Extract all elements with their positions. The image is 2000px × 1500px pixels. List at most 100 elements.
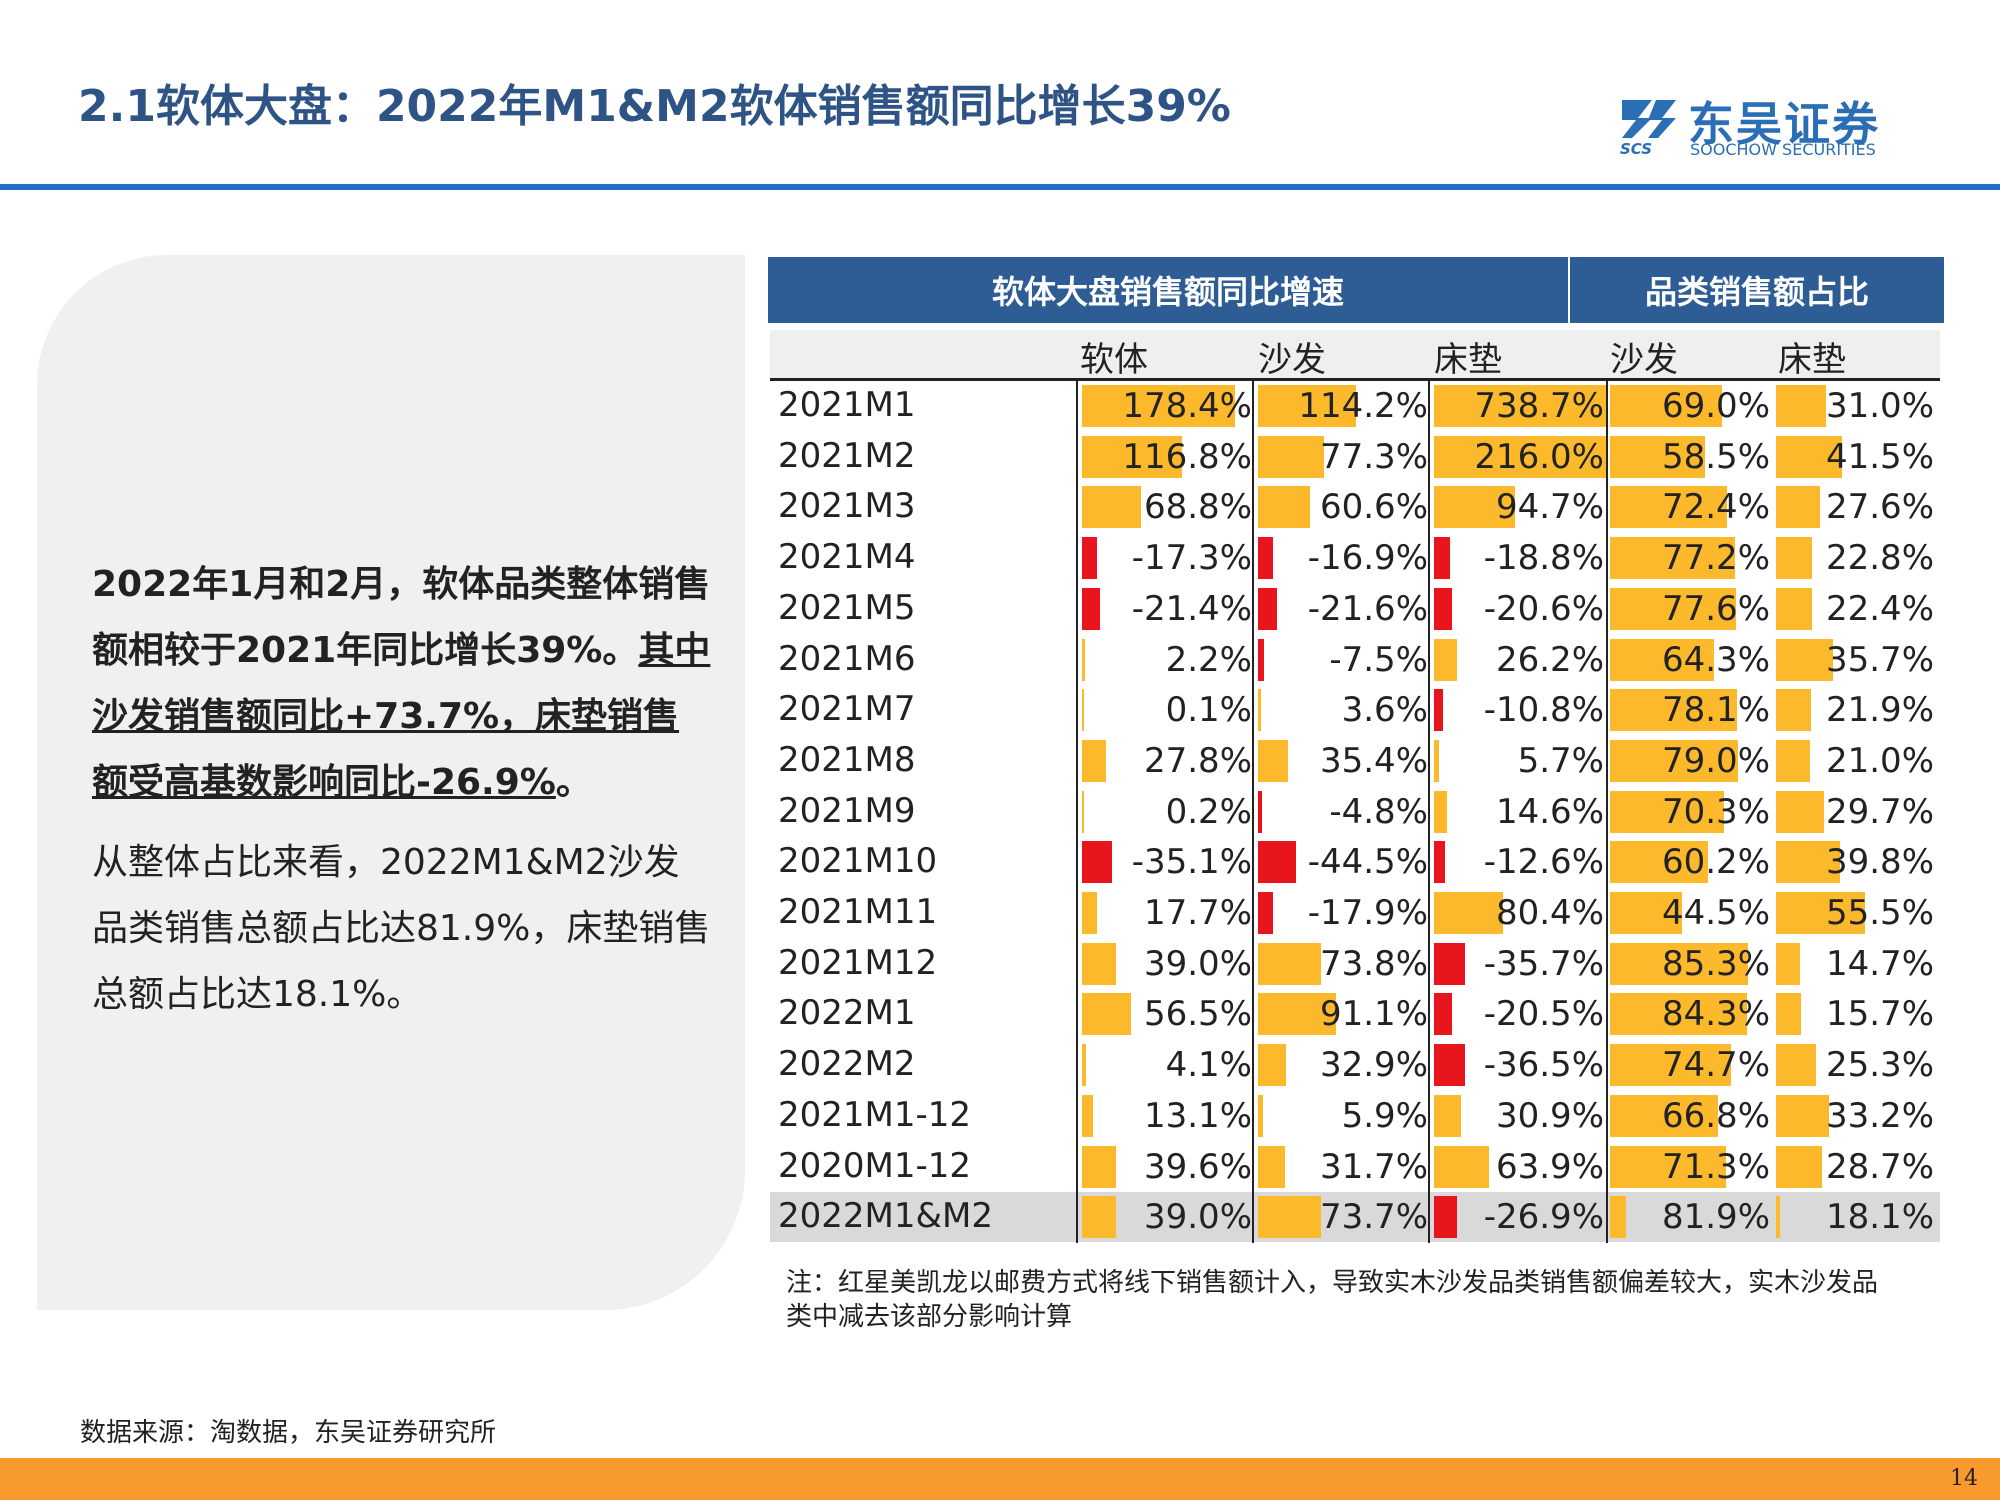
table-cell: 78.1% — [1610, 689, 1772, 732]
cell-value: 66.8% — [1661, 1095, 1770, 1136]
value-bar — [1776, 537, 1813, 580]
value-bar — [1610, 1196, 1626, 1239]
summary-panel — [37, 255, 745, 1310]
table-cell: -16.9% — [1258, 537, 1430, 580]
column-separator — [1606, 381, 1608, 1243]
value-bar — [1434, 739, 1439, 782]
cell-value: 216.0% — [1474, 436, 1604, 477]
value-bar — [1258, 993, 1337, 1036]
column-separator — [1252, 381, 1254, 1243]
value-bar — [1258, 790, 1263, 833]
cell-value: 27.8% — [1143, 740, 1252, 781]
value-bar — [1610, 790, 1724, 833]
company-logo: 东吴证券 SCS SOOCHOW SECURITIES — [1618, 88, 1898, 160]
table-cell: -20.5% — [1434, 993, 1606, 1036]
table-cell: 60.6% — [1258, 486, 1430, 529]
value-bar — [1082, 385, 1236, 427]
table-row: 2020M1-12 39.6% 31.7% 63.9% 71.3% 28.7% — [770, 1142, 1940, 1192]
table-row: 2021M8 27.8% 35.4% 5.7% 79.0% 21.0% — [770, 736, 1940, 786]
value-bar — [1776, 385, 1826, 427]
cell-value: -17.9% — [1307, 893, 1428, 933]
row-label: 2021M1-12 — [778, 1094, 972, 1135]
value-bar — [1082, 689, 1084, 732]
table-cell: 63.9% — [1434, 1145, 1606, 1188]
row-label: 2022M1&M2 — [778, 1196, 993, 1237]
value-bar — [1610, 638, 1715, 681]
value-bar — [1082, 1094, 1094, 1137]
cell-value: 68.8% — [1143, 487, 1252, 528]
cell-value: -20.5% — [1483, 994, 1604, 1035]
table-cell: 80.4% — [1434, 892, 1606, 934]
table-cell: -12.6% — [1434, 841, 1606, 884]
table-cell: 68.8% — [1082, 486, 1254, 529]
cell-value: 74.7% — [1661, 1045, 1770, 1086]
table-cell: 17.7% — [1082, 892, 1254, 934]
cell-value: 35.7% — [1825, 639, 1934, 680]
cell-value: 29.7% — [1825, 791, 1934, 832]
table-cell: 72.4% — [1610, 486, 1772, 529]
table-cell: 69.0% — [1610, 385, 1772, 427]
value-bar — [1776, 486, 1821, 529]
table-cell: -21.6% — [1258, 587, 1430, 630]
cell-value: 63.9% — [1495, 1146, 1604, 1187]
row-label: 2020M1-12 — [778, 1145, 972, 1186]
value-bar — [1258, 486, 1311, 529]
cell-value: 178.4% — [1122, 386, 1252, 426]
cell-value: -35.7% — [1483, 943, 1604, 984]
table-cell: 13.1% — [1082, 1094, 1254, 1137]
row-label: 2021M5 — [778, 587, 916, 628]
cell-value: 114.2% — [1298, 386, 1428, 426]
table-cell: -44.5% — [1258, 841, 1430, 884]
table-cell: 18.1% — [1776, 1196, 1936, 1239]
table-cell: 71.3% — [1610, 1145, 1772, 1188]
table-cell: 116.8% — [1082, 435, 1254, 478]
cell-value: 5.9% — [1341, 1095, 1428, 1136]
table-cell: 39.0% — [1082, 942, 1254, 985]
table-cell: 5.9% — [1258, 1094, 1430, 1137]
table-cell: -35.1% — [1082, 841, 1254, 884]
cell-value: 39.0% — [1143, 943, 1252, 984]
row-label: 2021M8 — [778, 739, 916, 780]
cell-value: 17.7% — [1143, 893, 1252, 933]
table-cell: 3.6% — [1258, 689, 1430, 732]
cell-value: 21.9% — [1825, 690, 1934, 731]
value-bar — [1258, 638, 1265, 681]
cell-value: 69.0% — [1661, 386, 1770, 426]
column-header-sofa-share: 沙发 — [1610, 340, 1678, 380]
cell-value: 5.7% — [1517, 740, 1604, 781]
cell-value: 44.5% — [1661, 893, 1770, 933]
cell-value: 0.1% — [1165, 690, 1252, 731]
summary-text-1: 2022年1月和2月，软体品类整体销售额相较于2021年同比增长39%。 — [92, 564, 711, 671]
cell-value: 30.9% — [1495, 1095, 1604, 1136]
cell-value: 3.6% — [1341, 690, 1428, 731]
value-bar — [1258, 689, 1262, 732]
table-cell: 33.2% — [1776, 1094, 1936, 1137]
value-bar — [1082, 587, 1101, 630]
cell-value: 94.7% — [1495, 487, 1604, 528]
cell-value: 28.7% — [1825, 1146, 1934, 1187]
table-cell: 14.7% — [1776, 942, 1936, 985]
logo-abbr: SCS — [1620, 140, 1653, 158]
cell-value: 55.5% — [1825, 893, 1934, 933]
cell-value: 4.1% — [1165, 1045, 1252, 1086]
table-cell: 55.5% — [1776, 892, 1936, 934]
summary-paragraph-bold: 2022年1月和2月，软体品类整体销售额相较于2021年同比增长39%。其中沙发… — [92, 552, 712, 816]
cell-value: 0.2% — [1165, 791, 1252, 832]
row-label: 2021M1 — [778, 385, 916, 425]
cell-value: 738.7% — [1474, 386, 1604, 426]
table-cell: 29.7% — [1776, 790, 1936, 833]
cell-value: -44.5% — [1307, 842, 1428, 883]
cell-value: 79.0% — [1661, 740, 1770, 781]
cell-value: -35.1% — [1131, 842, 1252, 883]
table-cell: 5.7% — [1434, 739, 1606, 782]
table-cell: 64.3% — [1610, 638, 1772, 681]
value-bar — [1776, 1145, 1822, 1188]
cell-value: -21.6% — [1307, 588, 1428, 629]
share-group-header: 品类销售额占比 — [1570, 257, 1944, 323]
value-bar — [1776, 1196, 1780, 1239]
cell-value: 31.0% — [1825, 386, 1934, 426]
table-cell: 35.7% — [1776, 638, 1936, 681]
cell-value: 32.9% — [1319, 1045, 1428, 1086]
value-bar — [1258, 385, 1357, 427]
table-row: 2022M1&M2 39.0% 73.7% -26.9% 81.9% 18.1% — [770, 1192, 1940, 1243]
